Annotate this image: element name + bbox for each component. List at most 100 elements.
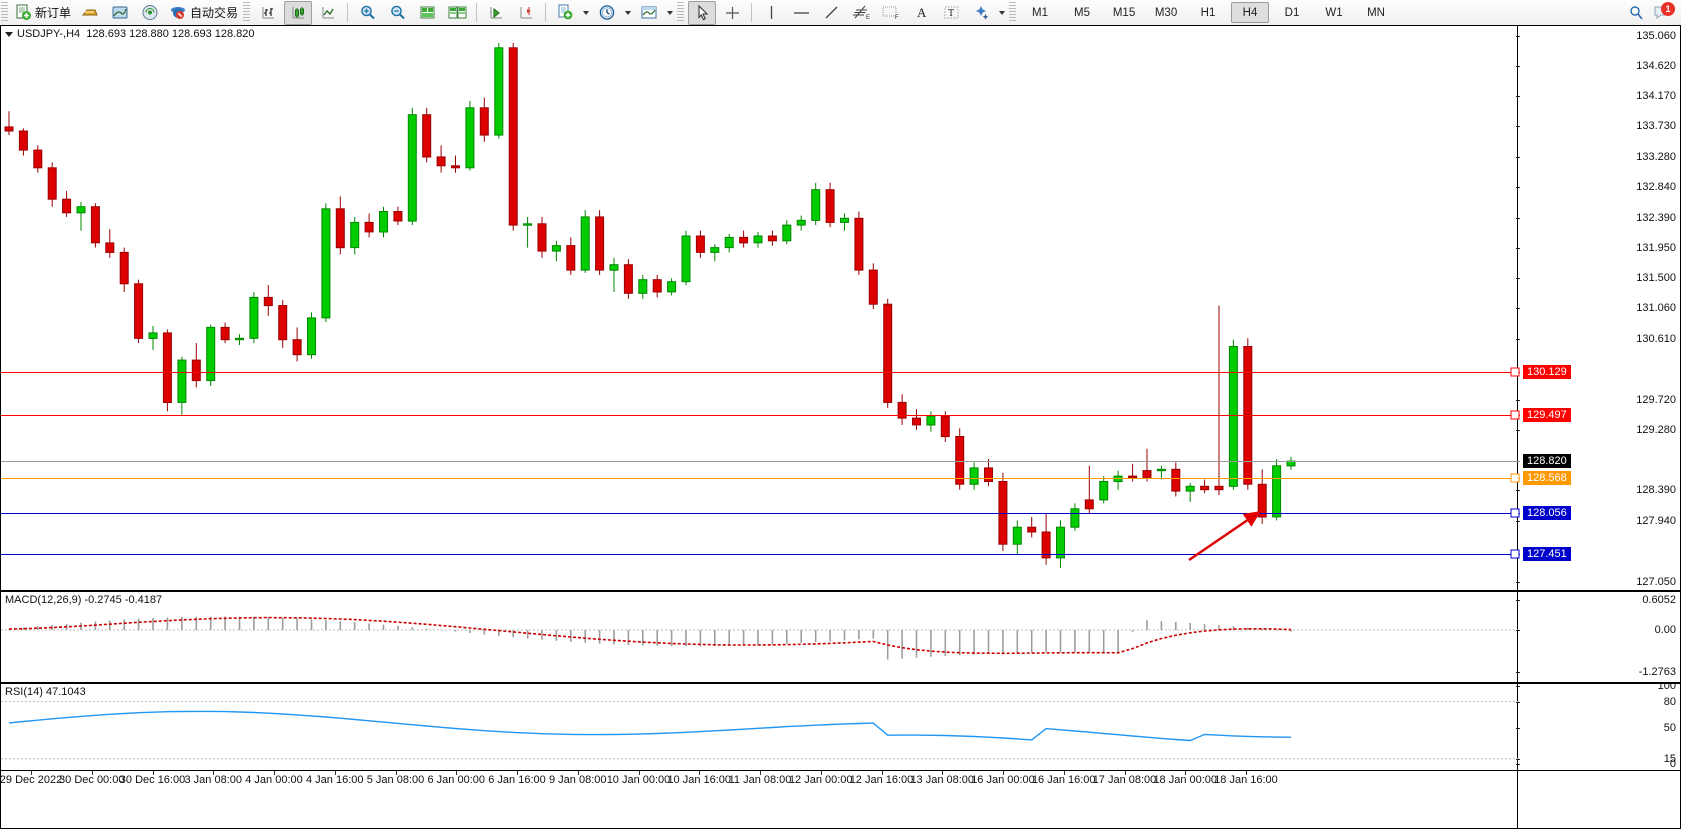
level-line[interactable] (1, 414, 1520, 416)
price-tick-label: 129.280 (1636, 423, 1676, 436)
timeframe-w1[interactable]: W1 (1325, 6, 1343, 19)
timeframe-h4[interactable]: H4 (1231, 2, 1270, 23)
signals-icon[interactable] (136, 1, 164, 25)
macd-pane[interactable]: MACD(12,26,9) -0.2745 -0.4187 0.6052 0.00… (0, 591, 1681, 683)
collapse-triangle-icon[interactable] (5, 31, 13, 37)
toolbar-grip[interactable] (1, 2, 8, 23)
time-tick-label: 16 Jan 00:00 (971, 774, 1035, 786)
level-handle[interactable] (1510, 410, 1520, 420)
time-tick-mark (1003, 771, 1004, 775)
time-tick-label: 12 Jan 00:00 (788, 774, 853, 786)
macd-tick-mark (1516, 630, 1520, 631)
price-tick-label: 134.620 (1636, 59, 1676, 72)
timeframe-h1[interactable]: H1 (1200, 6, 1216, 19)
zoom-out-icon[interactable] (383, 1, 411, 25)
level-price-tag[interactable]: 128.568 (1523, 471, 1571, 486)
alerts-icon[interactable]: 1 (1651, 1, 1675, 23)
zoom-in-icon[interactable] (353, 1, 381, 25)
level-price-tag[interactable]: 128.820 (1523, 454, 1571, 469)
price-tick-mark (1516, 308, 1520, 310)
time-tick-mark (1063, 771, 1065, 775)
timeframe-m1[interactable]: M1 (1032, 6, 1049, 19)
price-tick-label: 131.500 (1636, 272, 1676, 285)
timeframe-m5[interactable]: M5 (1074, 6, 1091, 19)
time-tick-mark (577, 771, 579, 775)
timeframe-group: M1 M5 M15 M30 H1 H4 D1 W1 MN (1019, 2, 1397, 23)
text-icon[interactable]: A (907, 1, 935, 25)
level-handle[interactable] (1510, 549, 1520, 559)
toolbar-grip-4[interactable] (1009, 2, 1017, 23)
bar-chart-icon[interactable] (254, 1, 282, 25)
level-price-tag[interactable]: 128.056 (1523, 506, 1571, 521)
level-line[interactable] (1, 554, 1520, 556)
level-handle[interactable] (1510, 367, 1520, 377)
templates-icon[interactable] (635, 1, 663, 25)
timeframe-mn[interactable]: MN (1367, 6, 1385, 19)
rsi-tick-label: 15 (1663, 752, 1676, 765)
chart-shift-icon[interactable] (512, 1, 540, 25)
level-handle[interactable] (1510, 473, 1520, 483)
level-line[interactable] (1, 478, 1520, 480)
timeframe-m30[interactable]: M30 (1154, 6, 1178, 19)
data-window-icon[interactable] (443, 1, 471, 25)
level-price-tag[interactable]: 129.497 (1523, 407, 1571, 422)
timeframe-d1[interactable]: D1 (1284, 6, 1300, 19)
time-tick-mark (760, 771, 761, 775)
macd-tick-label: 0.00 (1654, 624, 1676, 636)
fibonacci-icon[interactable]: E (847, 1, 875, 25)
time-tick-mark (1185, 771, 1187, 775)
chart-area[interactable]: USDJPY-,H4 128.693 128.880 128.693 128.8… (0, 25, 1681, 829)
time-tick-mark (31, 771, 32, 775)
level-line[interactable] (1, 461, 1520, 463)
autotrading-icon[interactable]: 自动交易 (166, 1, 241, 25)
time-tick-mark (1246, 771, 1247, 775)
label-icon[interactable]: T (937, 1, 965, 25)
trendline-icon[interactable] (817, 1, 845, 25)
svg-text:F: F (895, 15, 899, 21)
tile-windows-icon[interactable] (413, 1, 441, 25)
price-tick-mark (1516, 581, 1520, 583)
price-tick-mark (1516, 65, 1520, 67)
timeframe-m15[interactable]: M15 (1112, 6, 1136, 19)
new-order-button[interactable]: 新订单 (12, 1, 74, 25)
level-price-tag[interactable]: 127.451 (1523, 547, 1571, 562)
crosshair-icon[interactable] (718, 1, 746, 25)
line-chart-icon[interactable] (314, 1, 342, 25)
candlestick-icon[interactable] (284, 0, 313, 25)
price-tick-mark (1516, 126, 1520, 128)
rsi-axis-divider (1517, 684, 1518, 770)
shapes-dropdown-caret[interactable] (999, 10, 1006, 15)
search-icon[interactable] (1622, 1, 1650, 25)
terminal-icon[interactable] (106, 1, 134, 25)
toolbar-grip-3[interactable] (677, 2, 685, 23)
price-tick-label: 127.940 (1636, 515, 1676, 528)
gold-bar-icon[interactable] (76, 1, 104, 25)
periods-icon[interactable] (593, 1, 621, 25)
time-tick-mark (274, 771, 275, 775)
indicators-dropdown-caret[interactable] (583, 10, 590, 15)
price-tick-label: 128.390 (1636, 484, 1676, 497)
equidistant-icon[interactable]: F (877, 1, 905, 25)
periods-dropdown-caret[interactable] (625, 10, 632, 15)
templates-dropdown-caret[interactable] (667, 10, 674, 15)
level-price-tag[interactable]: 130.129 (1523, 364, 1571, 379)
price-tick-label: 129.720 (1636, 393, 1676, 406)
cursor-icon[interactable] (688, 0, 717, 25)
price-pane[interactable]: USDJPY-,H4 128.693 128.880 128.693 128.8… (0, 25, 1681, 591)
level-handle[interactable] (1510, 508, 1520, 518)
vertical-line-icon[interactable] (757, 1, 785, 25)
price-tick-mark (1516, 217, 1520, 219)
horizontal-line-icon[interactable] (787, 1, 815, 25)
time-axis-divider (1517, 771, 1518, 828)
shapes-icon[interactable] (967, 1, 995, 25)
autoscroll-icon[interactable] (482, 1, 510, 25)
time-tick-label: 11 Jan 08:00 (728, 774, 792, 786)
toolbar-grip-2[interactable] (243, 2, 251, 23)
rsi-tick-mark (1516, 686, 1520, 687)
level-line[interactable] (1, 513, 1520, 515)
time-tick-mark (638, 771, 640, 775)
rsi-pane[interactable]: RSI(14) 47.1043 100 80 50 15 0 (0, 683, 1681, 771)
level-line[interactable] (1, 371, 1520, 373)
indicators-icon[interactable] (551, 1, 579, 25)
